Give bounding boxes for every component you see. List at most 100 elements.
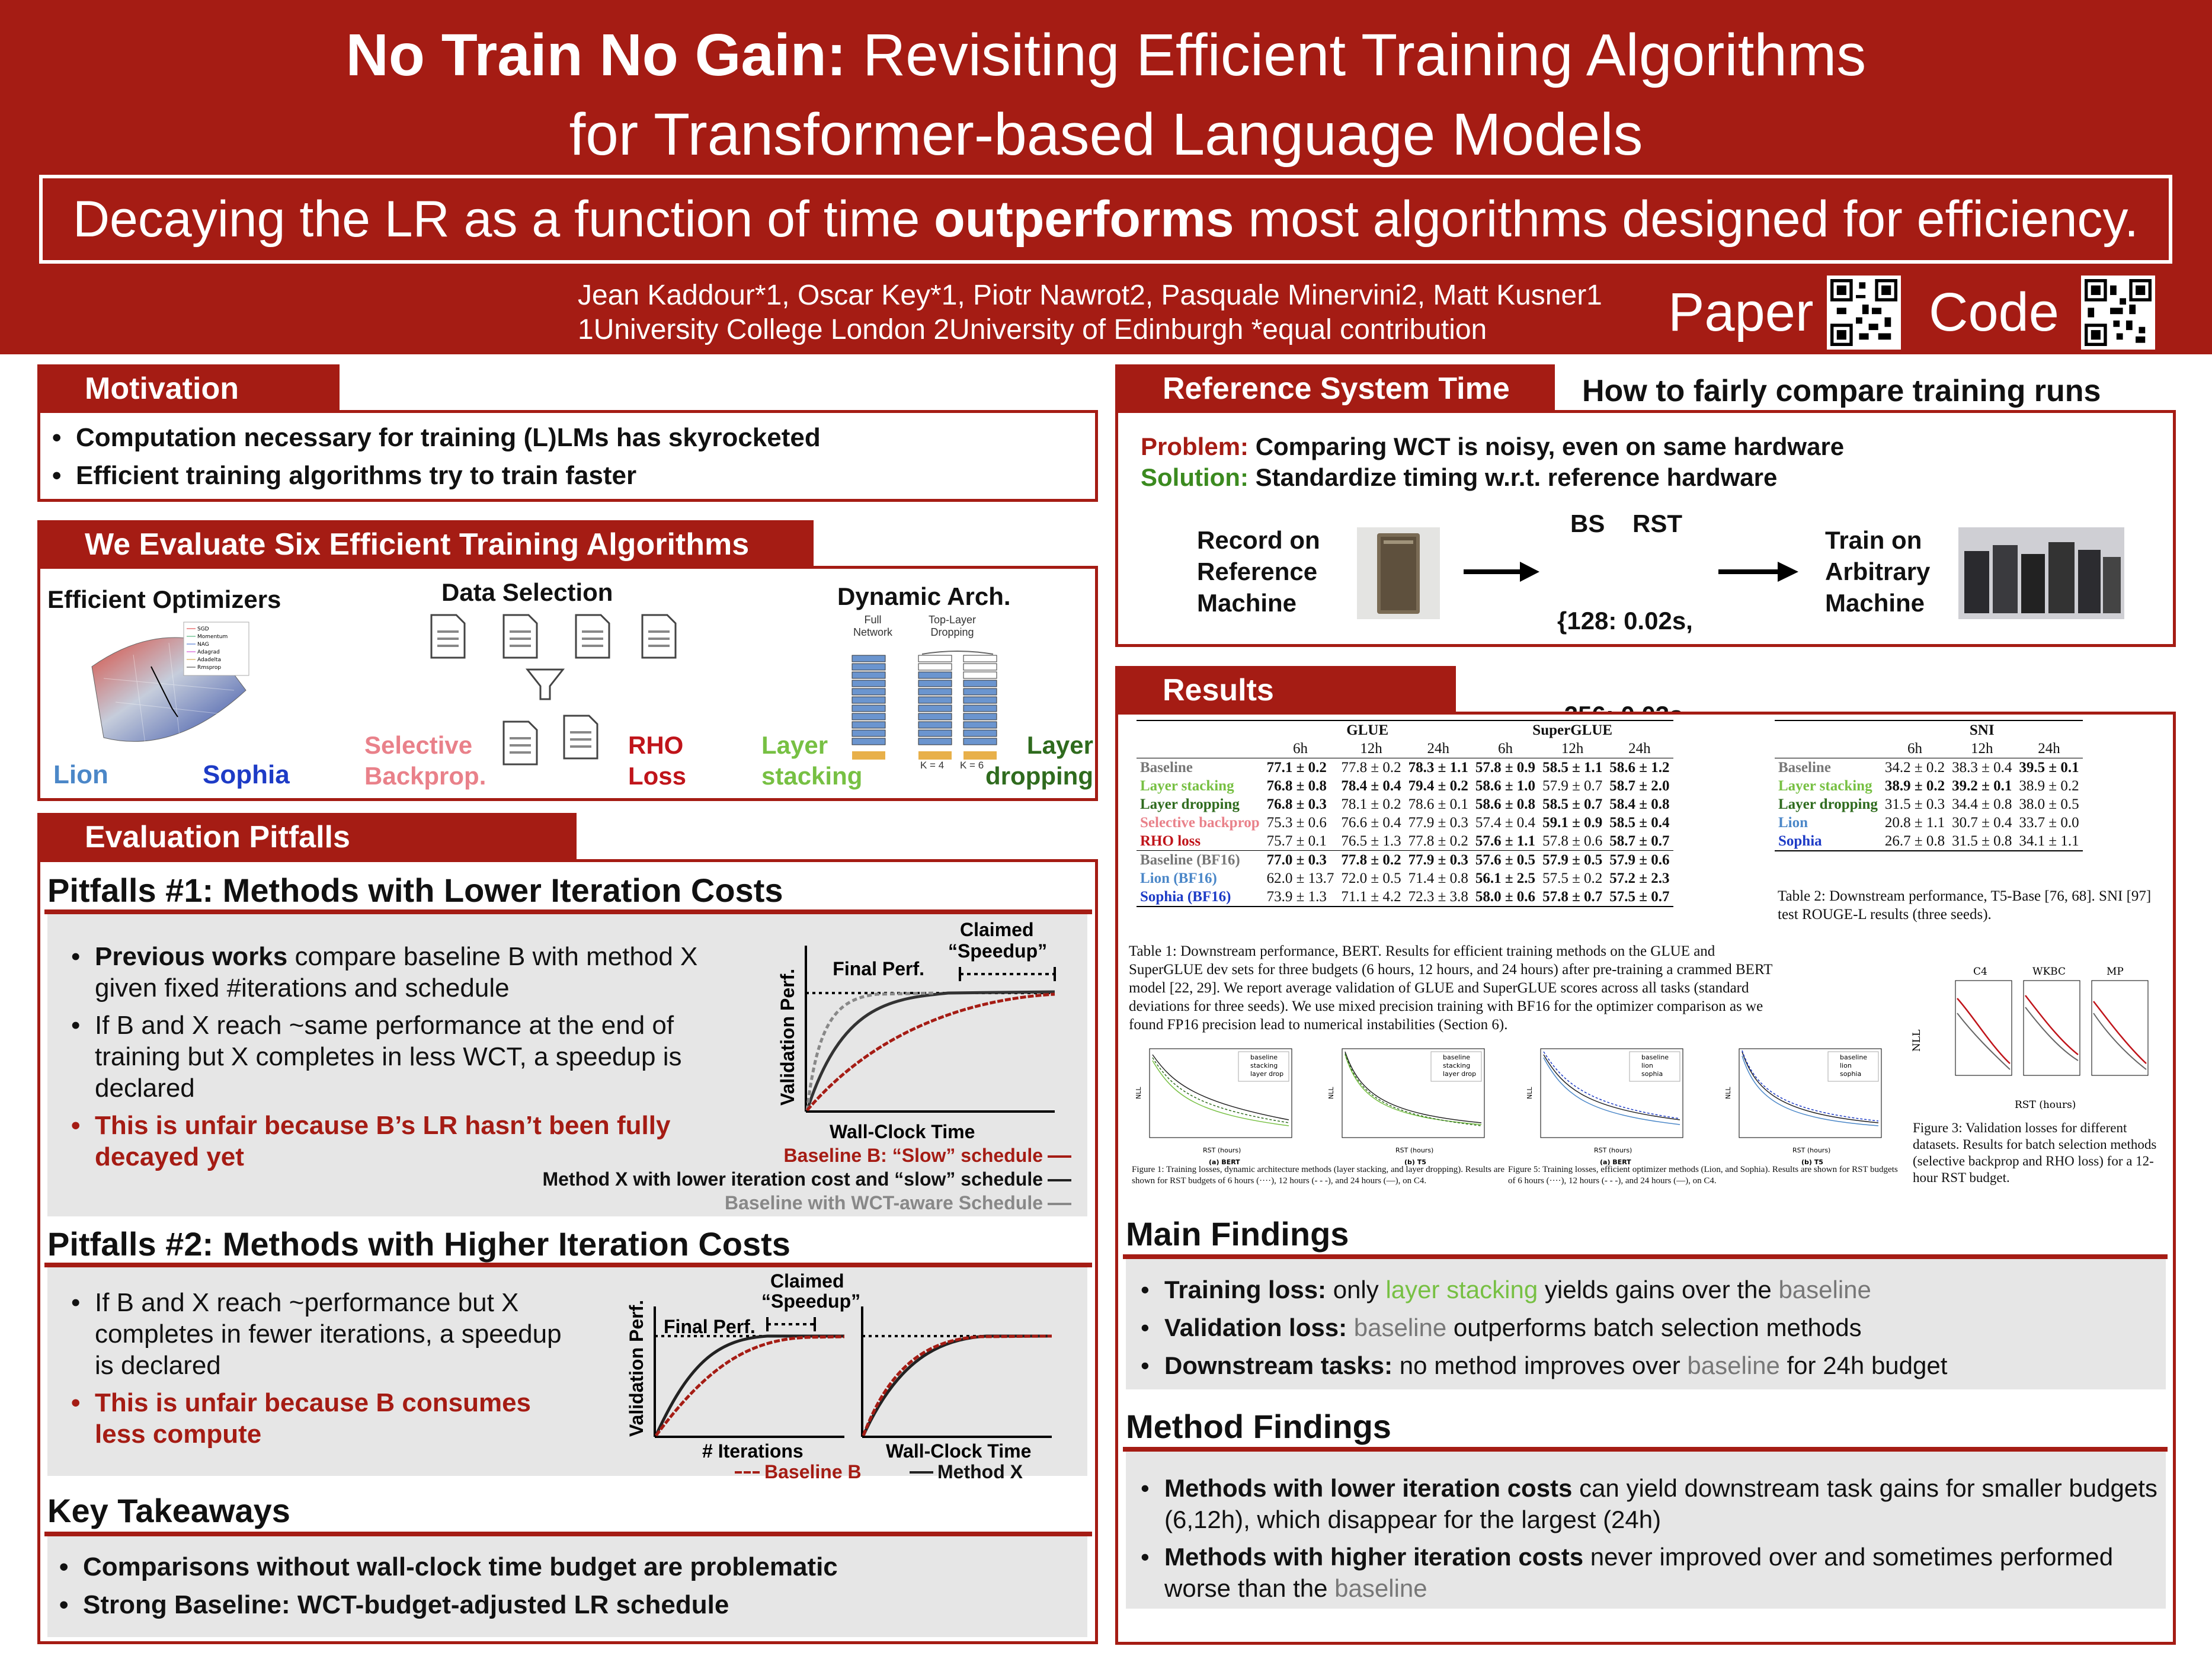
optimizer-surface-plot: SGD Momentum NAG Adagrad Adadelta Rmspro… (91, 622, 249, 747)
divider (44, 909, 1092, 914)
motivation-heading: Motivation (37, 364, 340, 413)
final-perf-label: Final Perf. (664, 1316, 756, 1337)
pitfall1-legend-method: Method X with lower iteration cost and “… (542, 1168, 1043, 1190)
rst-heading: Reference System Time (1115, 364, 1555, 413)
authors-block: Jean Kaddour*1, Oscar Key*1, Piotr Nawro… (578, 278, 1704, 347)
arbitrary-machines-icon (1958, 527, 2124, 619)
svg-text:RST (hours): RST (hours) (2015, 1099, 2076, 1111)
legend-momentum: Momentum (197, 634, 228, 640)
layer-stacking-label: Layer stacking (761, 731, 863, 790)
rho-loss-label: RHO Loss (628, 731, 687, 790)
svg-text:stacking: stacking (1250, 1062, 1278, 1069)
svg-text:baseline: baseline (1840, 1053, 1867, 1061)
takeaway-item: Strong Baseline: WCT-budget-adjusted LR … (47, 1586, 1078, 1624)
optimizers-title: Efficient Optimizers (47, 585, 281, 613)
layer-stack-diagram (851, 651, 997, 760)
table-row: Layer stacking 38.9 ± 0.2 39.2 ± 0.1 38.9 ±… (1778, 778, 2079, 794)
results-heading: Results (1115, 666, 1456, 715)
motivation-bullet: Computation necessary for training (L)LM… (40, 419, 1095, 457)
svg-text:stacking: stacking (1443, 1062, 1470, 1069)
legend-nag: NAG (197, 642, 209, 648)
bs-rst-header: BS RST (1570, 510, 1683, 537)
val-plot-mp: MP (2091, 966, 2149, 1076)
pitfall2-legend-baseline: Baseline B (764, 1461, 862, 1482)
table-row: Layer stacking 76.8 ± 0.8 78.4 ± 0.4 79.4 ±… (1140, 778, 1670, 794)
table-row: Sophia 26.7 ± 0.8 31.5 ± 0.8 34.1 ± 1.1 (1775, 832, 2083, 851)
main-finding-item: Downstream tasks: no method improves ove… (1129, 1347, 2160, 1385)
legend-swatch (1048, 1203, 1071, 1205)
poster-title-line2: for Transformer-based Language Models (569, 101, 1643, 168)
svg-text:NLL: NLL (1911, 1030, 1923, 1052)
speedup-label: “Speedup” (761, 1290, 860, 1312)
dynamic-arch-title: Dynamic Arch. (837, 582, 1011, 610)
main-findings-list: Training loss: only layer stacking yield… (1129, 1271, 2160, 1385)
code-qr-code-icon[interactable] (2081, 276, 2155, 350)
layer-dropping-label: Layer dropping (985, 731, 1093, 790)
document-icon (502, 720, 538, 766)
svg-text:(b) T5: (b) T5 (1404, 1158, 1426, 1166)
figure5-caption: Figure 5: Training losses, efficient opt… (1508, 1165, 1898, 1186)
divider (1123, 1447, 2168, 1452)
main-finding-item: Validation loss: baseline outperforms ba… (1129, 1309, 2160, 1347)
document-icon (641, 614, 677, 659)
legend-adadelta: Adadelta (197, 657, 221, 663)
data-selection-title: Data Selection (441, 578, 613, 606)
svg-text:lion: lion (1641, 1062, 1653, 1069)
svg-text:RST (hours): RST (hours) (1594, 1146, 1632, 1154)
svg-text:layer drop: layer drop (1443, 1070, 1476, 1078)
table1-group-glue: GLUE (1346, 722, 1389, 738)
table-row: Sophia (BF16) 73.9 ± 1.3 71.1 ± 4.2 72.3 ± … (1137, 888, 1673, 907)
document-icon (502, 614, 538, 659)
table1-group-superglue: SuperGLUE (1532, 722, 1613, 738)
takeaways-list: Comparisons without wall-clock time budg… (47, 1548, 1078, 1624)
paper-label: Paper (1668, 282, 1814, 342)
table-row: Lion 20.8 ± 1.1 30.7 ± 0.4 33.7 ± 0.0 (1778, 815, 2079, 831)
x-axis-label-wct: Wall-Clock Time (886, 1440, 1031, 1462)
document-icon (563, 715, 598, 760)
svg-text:C4: C4 (1973, 966, 1987, 978)
tagline: Decaying the LR as a function of time ou… (39, 175, 2172, 264)
figure3-caption: Figure 3: Validation losses for differen… (1913, 1120, 2157, 1185)
svg-text:sophia: sophia (1641, 1070, 1663, 1078)
method-finding-item: Methods with lower iteration costs can y… (1129, 1472, 2160, 1535)
top-layer-dropping-label: Top-Layer Dropping (928, 614, 977, 638)
dropped-stack-k6 (963, 655, 997, 760)
x-axis-label-iterations: # Iterations (702, 1440, 804, 1462)
divider (1123, 1254, 2168, 1259)
pitfall1-legend-wct: Baseline with WCT-aware Schedule (724, 1192, 1043, 1213)
data-selection-diagram (430, 614, 677, 766)
svg-text:NLL: NLL (1135, 1087, 1142, 1099)
table-row: Lion (BF16) 62.0 ± 13.7 72.0 ± 0.5 71.4 ± 0… (1140, 870, 1670, 886)
svg-text:MP: MP (2107, 966, 2124, 978)
final-perf-label: Final Perf. (833, 958, 924, 979)
validation-loss-plots: NLL C4 WKBC MP RST (hours) (1911, 966, 2149, 1111)
lion-label: Lion (53, 760, 108, 789)
divider (44, 1263, 1092, 1267)
train-on-label: Train on Arbitrary Machine (1825, 526, 1931, 617)
table2-col: 12h (1970, 741, 1993, 757)
table2-caption: Table 2: Downstream performance, T5-Base… (1778, 888, 2152, 923)
pitfalls-heading: Evaluation Pitfalls (37, 813, 577, 861)
method-findings-title: Method Findings (1126, 1408, 1391, 1445)
y-axis-label: Validation Perf. (626, 1300, 647, 1437)
selective-backprop-label: Selective Backprop. (364, 731, 486, 790)
pitfall1-legend-baseline: Baseline B: “Slow” schedule (783, 1145, 1043, 1166)
key-takeaways-title: Key Takeaways (47, 1492, 290, 1529)
reference-machine-icon (1357, 527, 1440, 619)
svg-text:NLL: NLL (1327, 1087, 1335, 1099)
dropped-stack-k4 (918, 655, 952, 760)
svg-text:baseline: baseline (1250, 1053, 1278, 1061)
method-findings-list: Methods with lower iteration costs can y… (1129, 1472, 2160, 1604)
svg-text:WKBC: WKBC (2032, 966, 2066, 978)
svg-text:RST (hours): RST (hours) (1792, 1146, 1830, 1154)
table1-col: 24h (1427, 741, 1449, 757)
svg-text:layer drop: layer drop (1250, 1070, 1283, 1078)
pitfall1-bullet-unfair: This is unfair because B’s LR hasn’t bee… (59, 1110, 705, 1173)
record-label: Record on Reference Machine (1197, 526, 1320, 617)
paper-qr-code-icon[interactable] (1827, 276, 1901, 350)
k6-label: K = 6 (960, 760, 984, 771)
svg-text:baseline: baseline (1443, 1053, 1470, 1061)
val-plot-c4: C4 (1955, 966, 2012, 1076)
